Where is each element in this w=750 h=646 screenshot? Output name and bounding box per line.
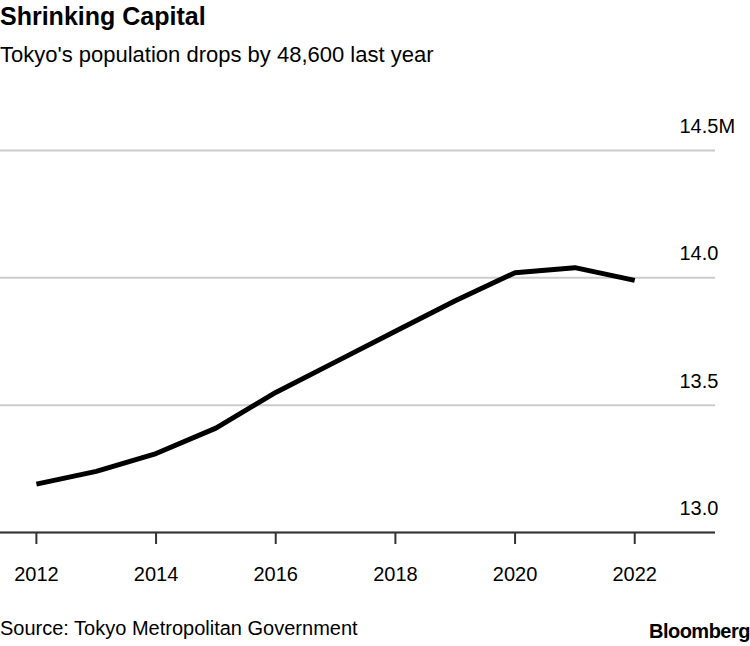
svg-text:14.0: 14.0 xyxy=(680,242,719,264)
svg-text:2022: 2022 xyxy=(612,563,657,585)
svg-text:2016: 2016 xyxy=(253,563,298,585)
svg-text:13.0: 13.0 xyxy=(680,497,719,519)
svg-text:14.5M: 14.5M xyxy=(680,115,736,137)
svg-text:2014: 2014 xyxy=(134,563,179,585)
svg-text:2020: 2020 xyxy=(493,563,538,585)
svg-text:2012: 2012 xyxy=(14,563,59,585)
svg-text:2018: 2018 xyxy=(373,563,418,585)
html-text:Shrinking Capital: Shrinking Capital xyxy=(0,2,206,30)
html-text:Tokyo's population drops by 48: Tokyo's population drops by 48,600 last … xyxy=(0,42,434,67)
html-text:Source: Tokyo Metropolitan Gov: Source: Tokyo Metropolitan Government xyxy=(0,617,358,639)
html-text:Bloomberg: Bloomberg xyxy=(648,620,750,642)
svg-text:13.5: 13.5 xyxy=(680,370,719,392)
